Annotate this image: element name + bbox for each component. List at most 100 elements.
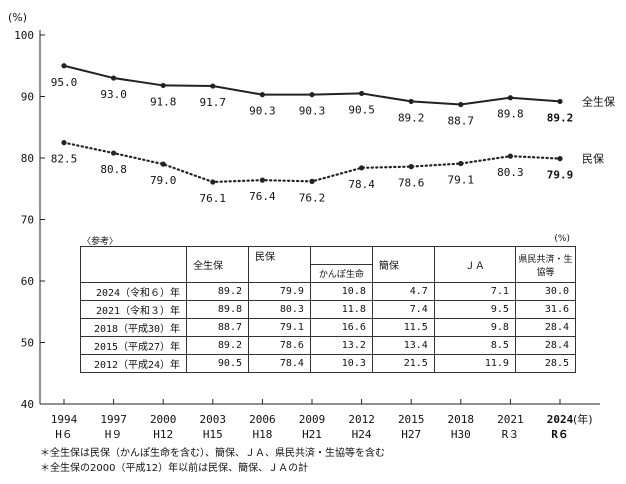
reference-unit: (%) <box>554 234 570 244</box>
x-era-label: H21 <box>302 428 322 441</box>
data-point <box>111 150 117 156</box>
x-tick-label: 2021 <box>497 413 524 426</box>
series-layer: 95.0 93.0 91.8 91.7 90.3 90.3 90.5 89.2 88.7 89.8… <box>51 63 615 205</box>
table-row: 2018（平成30）年 88.7 79.1 16.6 11.5 9.8 28.4 <box>79 318 577 337</box>
data-point <box>507 153 513 159</box>
data-point <box>259 92 265 98</box>
cell-ja: 9.5 <box>433 300 516 319</box>
series-minpo: 82.5 80.8 79.0 76.1 76.4 76.2 78.4 78.6 79.1 80.3… <box>51 140 604 205</box>
y-axis-ticks: 40 50 60 70 80 90 100 <box>14 29 45 411</box>
cell-minpo: 79.1 <box>248 318 311 337</box>
x-tick-label: 2018 <box>448 413 475 426</box>
data-point <box>458 101 464 108</box>
line-chart: (%) 40 50 60 70 80 90 100 1994 H６ 1997 H９ 2000 H12 2… <box>8 11 615 441</box>
header-kampo: 簡保 <box>371 246 435 283</box>
y-tick-label: 90 <box>21 91 34 104</box>
x-era-label: H15 <box>203 428 223 441</box>
row-year: 2021（令和３）年 <box>79 300 188 319</box>
data-point <box>111 75 117 81</box>
data-label: 90.5 <box>348 103 375 116</box>
x-era-label: H９ <box>105 428 123 441</box>
notes: ＊全生保は民保（かんぽ生命を含む）、簡保、ＪＡ、県民共済・生協等を含む ＊全生保… <box>40 446 385 476</box>
data-label: 76.1 <box>200 192 227 205</box>
data-label: 89.8 <box>497 108 524 121</box>
cell-ja: 8.5 <box>433 336 516 355</box>
data-point <box>507 95 513 101</box>
cell-kampo: 4.7 <box>371 282 435 301</box>
data-label: 78.4 <box>348 178 375 191</box>
x-era-label: H27 <box>401 428 421 441</box>
data-point <box>160 82 166 89</box>
cell-kenmin: 30.0 <box>514 282 577 301</box>
data-label: 78.6 <box>398 177 425 190</box>
data-label: 91.8 <box>150 95 177 108</box>
cell-zenseiho: 90.5 <box>186 354 249 373</box>
header-ja: ＪＡ <box>433 246 516 283</box>
x-axis-ticks: 1994 H６ 1997 H９ 2000 H12 2003 H15 2006 H18 2009 H21… <box>51 399 574 441</box>
y-tick-label: 100 <box>14 29 34 42</box>
table-row: 2015（平成27）年 89.2 78.6 13.2 13.4 8.5 28.4 <box>79 336 577 355</box>
header-minpo-sub <box>248 264 311 283</box>
cell-kanpo: 16.6 <box>309 318 373 337</box>
cell-zenseiho: 89.2 <box>186 282 249 301</box>
cell-kampo: 11.5 <box>371 318 435 337</box>
cell-kenmin: 28.5 <box>514 354 577 373</box>
data-point <box>309 92 315 98</box>
data-point <box>160 161 166 167</box>
x-tick-label: 2012 <box>348 413 375 426</box>
x-tick-label: 2024 <box>547 413 574 426</box>
x-tick-label: 1997 <box>100 413 127 426</box>
cell-zenseiho: 89.2 <box>186 336 249 355</box>
y-tick-label: 50 <box>21 337 34 350</box>
cell-kenmin: 28.4 <box>514 336 577 355</box>
table-row: 2024（令和６）年 89.2 79.9 10.8 4.7 7.1 30.0 <box>79 282 577 301</box>
data-label: 91.7 <box>200 96 227 109</box>
x-tick-label: 2006 <box>249 413 276 426</box>
y-tick-label: 80 <box>21 152 34 165</box>
data-label: 79.1 <box>448 174 475 187</box>
y-tick-label: 60 <box>21 275 34 288</box>
table-row: 2012（平成24）年 90.5 78.4 10.3 21.5 11.9 28.5 <box>79 354 577 373</box>
cell-ja: 9.8 <box>433 318 516 337</box>
data-label: 80.8 <box>100 163 127 176</box>
cell-ja: 7.1 <box>433 282 516 301</box>
header-minpo: 民保 <box>248 246 311 265</box>
data-label: 90.3 <box>249 105 276 118</box>
x-era-label: H24 <box>352 428 372 441</box>
x-era-label: H６ <box>55 428 73 441</box>
data-point <box>210 83 216 89</box>
cell-minpo: 78.4 <box>248 354 311 373</box>
data-point <box>408 98 414 105</box>
cell-kanpo: 10.3 <box>309 354 373 373</box>
x-era-label: R６ <box>551 428 569 441</box>
data-label: 79.9 <box>547 169 574 182</box>
cell-kanpo: 13.2 <box>309 336 373 355</box>
header-zenseiho: 全生保 <box>186 246 249 283</box>
cell-kanpo: 11.8 <box>309 300 373 319</box>
header-blank <box>79 246 188 283</box>
data-point <box>557 156 563 162</box>
x-tick-label: 2015 <box>398 413 425 426</box>
x-tick-label: 2003 <box>200 413 227 426</box>
reference-table-block: 〈参考〉 (%) 全生保 民保 簡保 ＪＡ 県民共済・生協等 かんぽ生命 202… <box>79 234 577 373</box>
note-1: ＊全生保は民保（かんぽ生命を含む）、簡保、ＪＡ、県民共済・生協等を含む <box>40 448 385 459</box>
data-label: 80.3 <box>497 166 524 179</box>
y-axis-unit: (%) <box>8 11 27 24</box>
note-2: ＊全生保の2000（平成12）年以前は民保、簡保、ＪＡの計 <box>40 463 309 474</box>
reference-table: 全生保 民保 簡保 ＪＡ 県民共済・生協等 かんぽ生命 2024（令和６）年 89… <box>79 246 577 373</box>
series-name-label: 全生保 <box>582 94 615 108</box>
data-point <box>359 165 365 171</box>
header-minpo-spacer <box>310 246 373 265</box>
row-year: 2018（平成30）年 <box>79 318 188 337</box>
reference-title: 〈参考〉 <box>82 237 119 247</box>
x-era-label: H18 <box>252 428 272 441</box>
data-label: 76.2 <box>299 191 326 204</box>
series-line <box>62 141 562 184</box>
cell-kampo: 21.5 <box>371 354 435 373</box>
series-zenseiho: 95.0 93.0 91.8 91.7 90.3 90.3 90.5 89.2 88.7 89.8… <box>51 63 615 127</box>
data-point <box>61 140 67 146</box>
data-point <box>557 98 563 105</box>
row-year: 2015（平成27）年 <box>79 336 188 355</box>
data-point <box>309 178 315 184</box>
data-label: 89.2 <box>398 111 425 124</box>
